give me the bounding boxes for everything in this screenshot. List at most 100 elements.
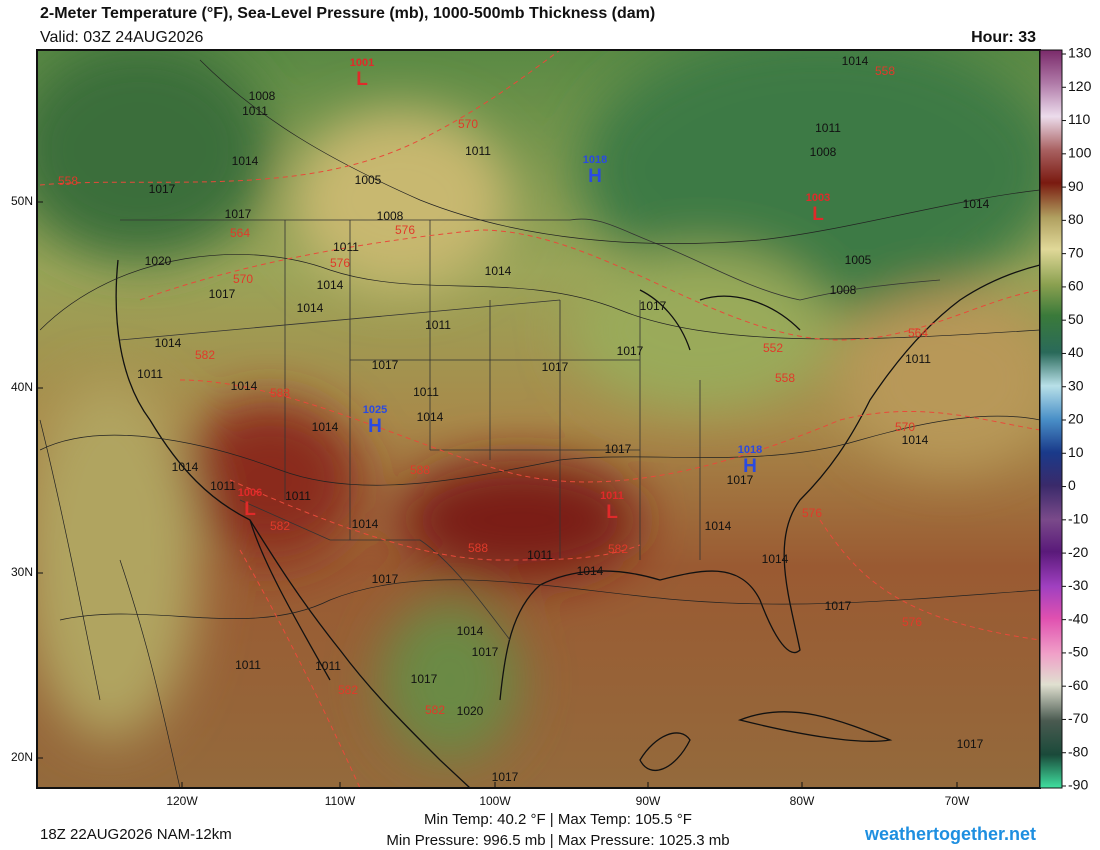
thickness-label: 582 [425,703,445,717]
ocean-region [840,290,1040,470]
coastline [737,711,893,742]
colorbar-label: 30 [1068,377,1084,393]
thickness-label: 582 [608,542,628,556]
thickness-label: 588 [468,541,488,555]
colorbar-label: -70 [1068,710,1088,726]
forecast-hour: Hour: 33 [971,29,1036,46]
isobar-label: 1014 [155,336,182,350]
isobar-label: 1011 [210,479,236,493]
colorbar-label: -80 [1068,743,1088,759]
colorbar [1039,49,1063,789]
site-credit: weathertogether.net [864,824,1036,844]
isobar-label: 1011 [905,352,931,366]
isobar-label: 1017 [472,645,499,659]
lon-label: 90W [636,794,661,808]
colorbar-label: 100 [1068,145,1092,161]
isobar-label: 1014 [963,197,990,211]
colorbar-label: 40 [1068,344,1084,360]
isobar-label: 1014 [485,264,512,278]
thickness-label: 558 [875,64,895,78]
isobar-label: 1014 [317,278,344,292]
isobar-label: 1008 [810,145,837,159]
isobar-label: 1011 [285,489,311,503]
model-run: 18Z 22AUG2026 NAM-12km [40,826,232,843]
coastline [249,519,331,681]
lon-label: 120W [166,794,198,808]
isobar-label: 1014 [172,460,199,474]
valid-time: Valid: 03Z 24AUG2026 [40,29,203,46]
isobar-label: 1014 [577,564,604,578]
center-letter: L [356,69,368,90]
isobar-label: 1020 [457,704,484,718]
colorbar-label: 90 [1068,178,1084,194]
colorbar-label: -50 [1068,644,1088,660]
isobar-label: 1011 [425,318,451,332]
center-letter: H [368,416,382,437]
map-axes: 50N 40N 30N 20N 120W 110W 100W 90W 80W 70W [11,194,970,808]
isobar-label: 1017 [542,360,569,374]
thickness-label: 576 [902,615,922,629]
isobar-label: 1014 [297,301,324,315]
thickness-label: 558 [775,371,795,385]
isobar-label: 1005 [845,253,872,267]
colorbar-label: 110 [1068,111,1091,127]
great-lakes [639,289,801,351]
thickness-label: 570 [895,420,915,434]
temperature-stats: Min Temp: 40.2 °F | Max Temp: 105.5 °F [424,811,692,828]
isobar-label: 1011 [413,385,439,399]
lon-label: 80W [790,794,815,808]
isobar-label: 1017 [492,770,519,784]
colorbar-label: 0 [1068,477,1076,493]
thickness-line [179,379,1040,483]
map-field: 1001L1018H1003L1025H1018H1006L1011L10141… [37,50,1040,788]
isobar-label: 1017 [225,207,252,221]
isobar-label: 1011 [242,104,268,118]
isobar-label: 1014 [762,552,789,566]
lat-label: 20N [11,750,33,764]
center-value: 1001 [350,57,374,69]
thickness-label: 588 [410,463,430,477]
colorbar-label: -60 [1068,677,1088,693]
isobar-label: 1011 [235,658,261,672]
isobar-label: 1011 [333,240,359,254]
thickness-label: 576 [395,223,415,237]
center-value: 1006 [238,487,262,499]
thickness-label: 564 [908,326,928,340]
isobar [39,254,1040,340]
thickness-label: 570 [233,272,253,286]
isobar-label: 1011 [465,144,491,158]
thickness-label: 588 [270,386,290,400]
borders [119,218,941,641]
colorbar-label: -20 [1068,544,1088,560]
thickness-label: 570 [458,117,478,131]
isobar-label: 1011 [137,367,163,381]
center-value: 1003 [806,192,830,204]
center-letter: L [812,204,824,225]
contour-labels: 1001L1018H1003L1025H1018H1006L1011L10141… [58,54,990,784]
thickness-line [229,479,641,561]
border [120,218,941,301]
isobar-label: 1014 [417,410,444,424]
center-letter: L [606,502,618,523]
isobar-label: 1005 [355,173,382,187]
mild-region [380,600,520,760]
title: 2-Meter Temperature (°F), Sea-Level Pres… [40,5,655,22]
isobar-label: 1014 [231,379,258,393]
colorbar-label: 50 [1068,311,1084,327]
warm-region [290,110,510,290]
isobar-label: 1008 [830,283,857,297]
thickness-lines [39,50,1040,788]
colorbar-label: 10 [1068,444,1084,460]
lat-label: 50N [11,194,33,208]
isobar [59,579,1040,621]
colorbar-label: 120 [1068,78,1092,94]
isobar-label: 1014 [842,54,869,68]
colorbar-label: 60 [1068,278,1084,294]
thickness-line [139,229,1040,341]
colorbar-label: 70 [1068,244,1084,260]
coastline [639,732,691,771]
isobar-label: 1017 [209,287,236,301]
isobar-label: 1011 [527,548,553,562]
thickness-line [39,50,561,186]
